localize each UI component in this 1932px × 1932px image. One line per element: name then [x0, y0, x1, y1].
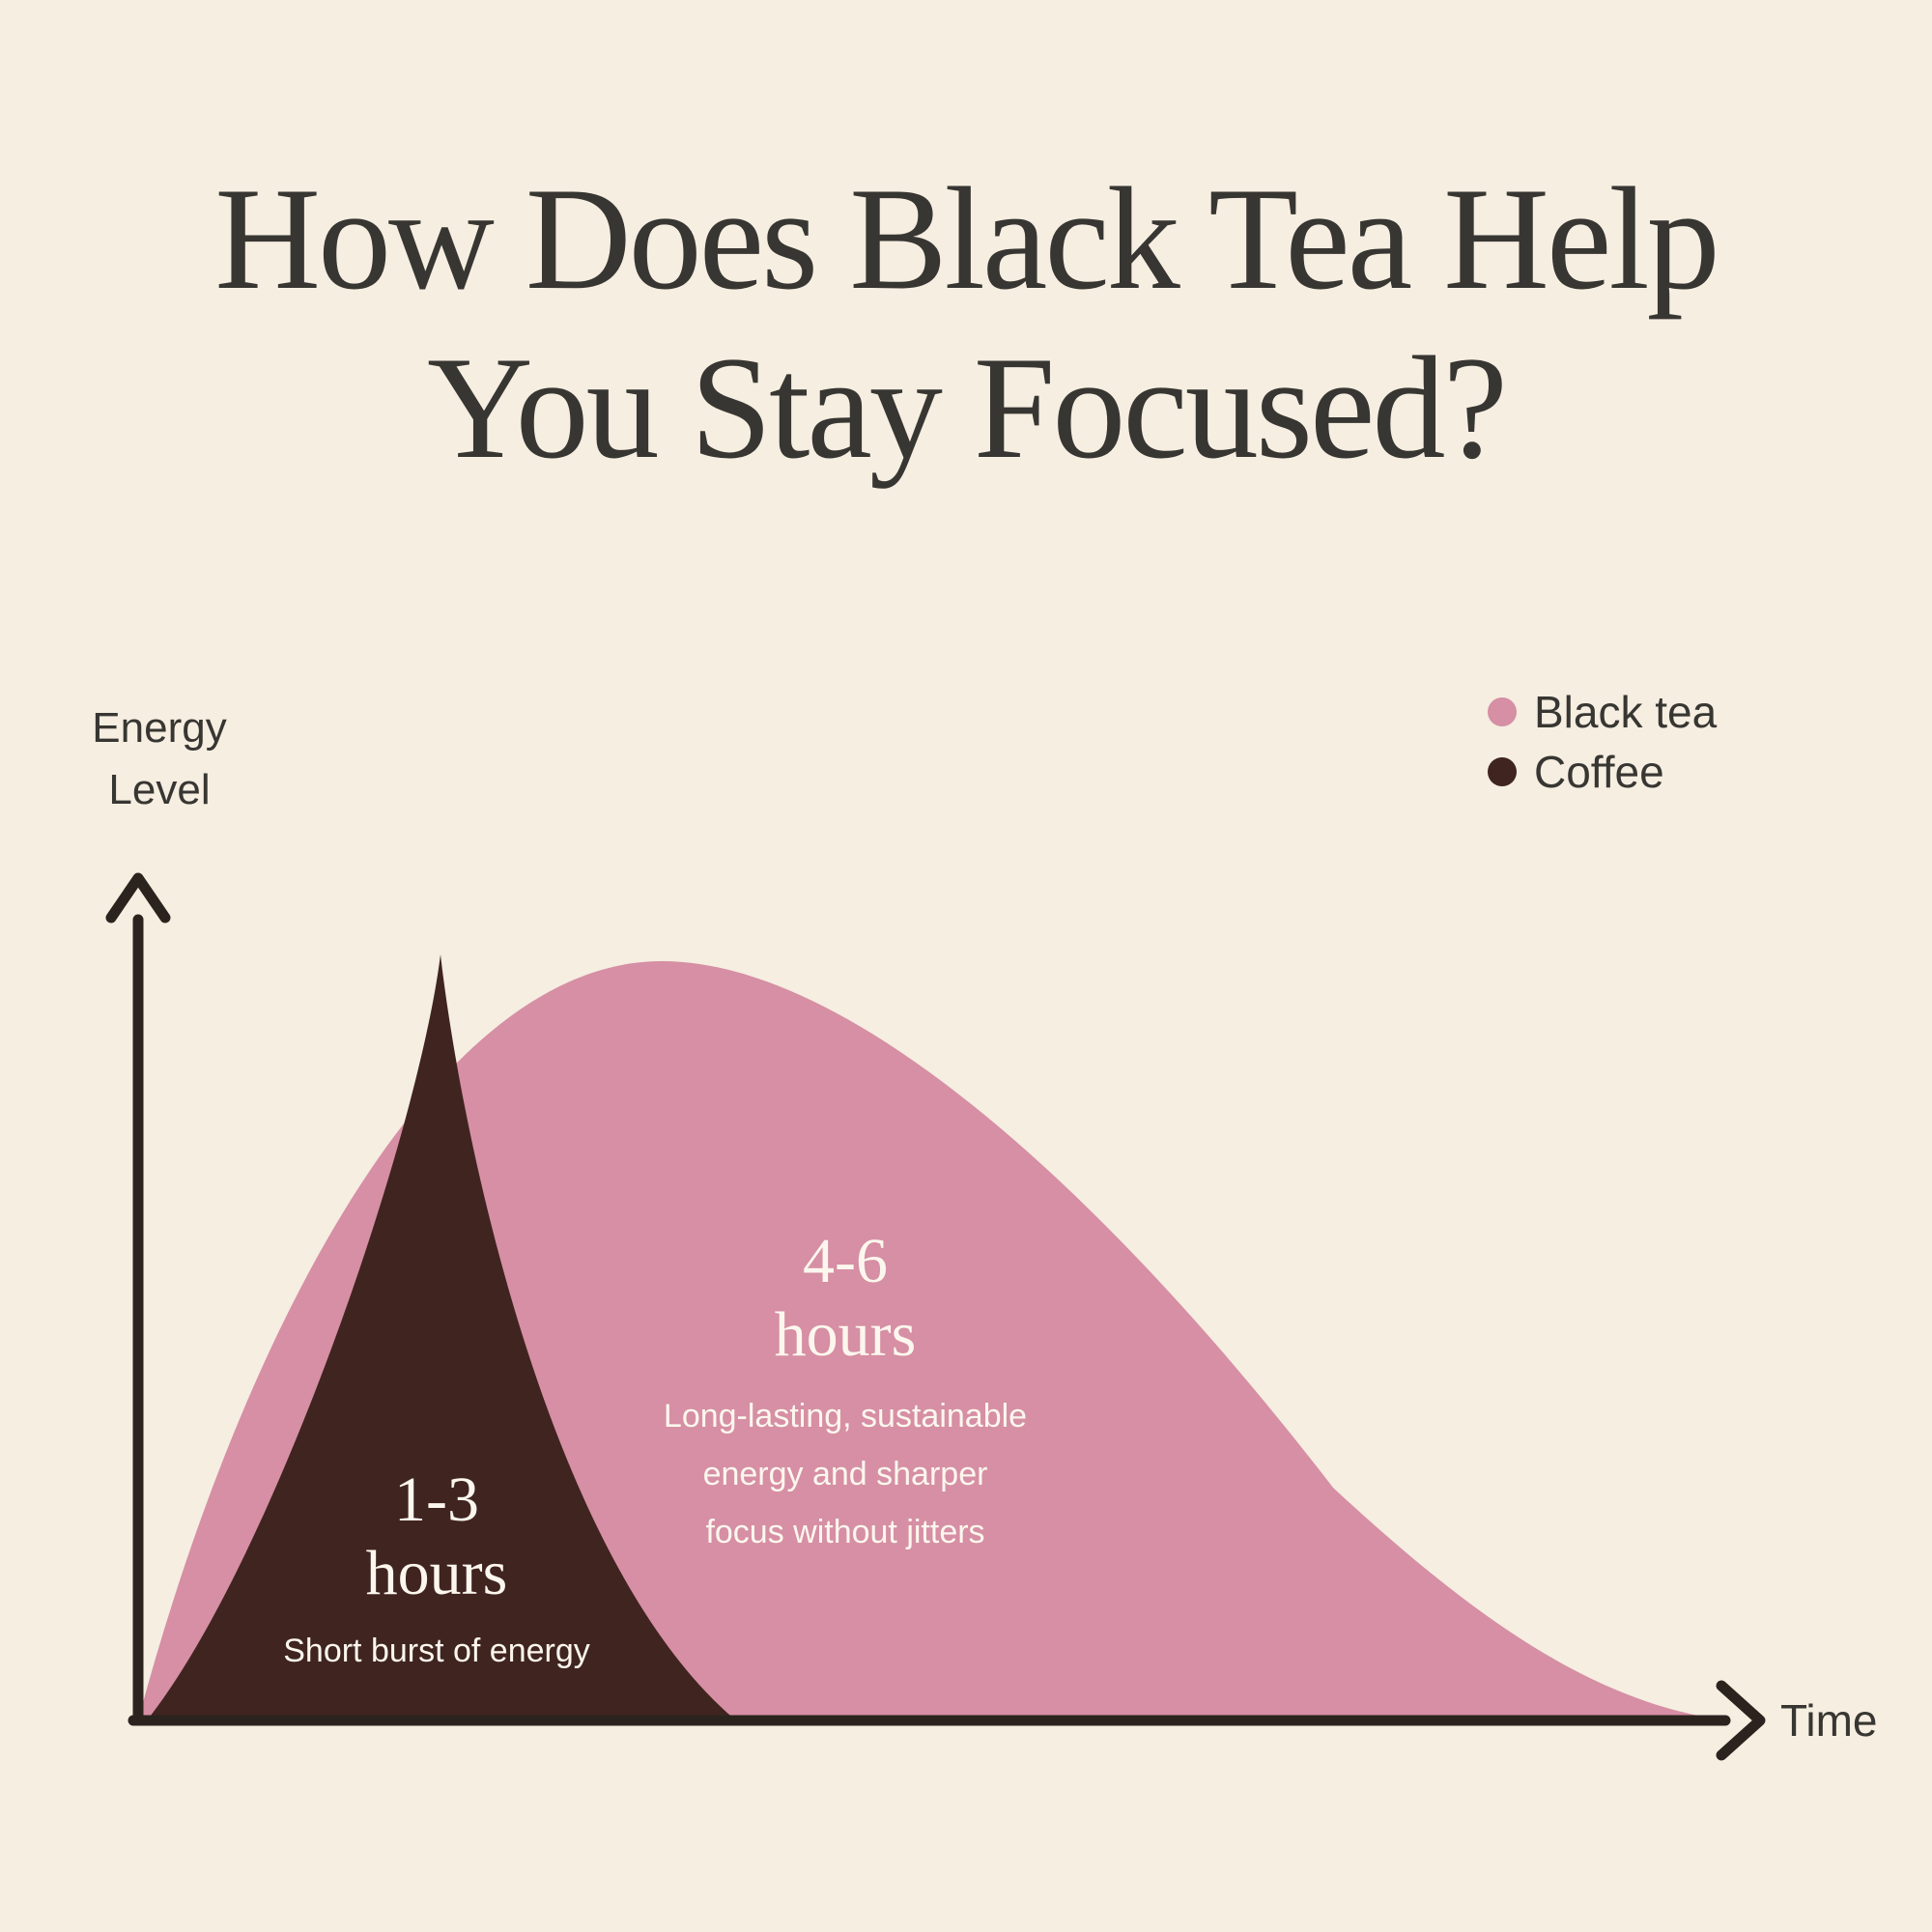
- legend-label-black-tea: Black tea: [1534, 687, 1718, 737]
- x-axis-arrow-icon: [1716, 1680, 1766, 1761]
- black-tea-description: Long-lasting, sustainable energy and sha…: [555, 1387, 1135, 1561]
- y-axis-label-line-2: Level: [108, 766, 211, 813]
- coffee-duration-line-2: hours: [365, 1538, 508, 1608]
- black-tea-swatch-icon: [1488, 697, 1517, 726]
- y-axis-label: Energy Level: [53, 697, 266, 821]
- legend-label-coffee: Coffee: [1534, 747, 1664, 797]
- legend-item-black-tea: Black tea: [1488, 682, 1717, 742]
- coffee-area: [147, 954, 736, 1720]
- black-tea-description-line-1: Long-lasting, sustainable: [663, 1398, 1028, 1435]
- legend-item-coffee: Coffee: [1488, 742, 1717, 802]
- page-title: How Does Black Tea Help You Stay Focused…: [0, 155, 1932, 493]
- coffee-swatch-icon: [1488, 757, 1517, 786]
- page-title-line-2: You Stay Focused?: [427, 327, 1508, 489]
- black-tea-description-line-3: focus without jitters: [705, 1514, 985, 1550]
- y-axis-arrow-icon: [105, 872, 171, 923]
- black-tea-duration-line-2: hours: [774, 1299, 917, 1370]
- black-tea-duration-line-1: 4-6: [803, 1226, 888, 1296]
- legend: Black tea Coffee: [1488, 682, 1717, 802]
- axes: [105, 872, 1766, 1761]
- page-title-line-1: How Does Black Tea Help: [214, 157, 1719, 320]
- black-tea-annotation: 4-6 hours Long-lasting, sustainable ener…: [555, 1225, 1135, 1561]
- x-axis-label: Time: [1780, 1695, 1878, 1746]
- coffee-description: Short burst of energy: [283, 1633, 590, 1669]
- black-tea-description-line-2: energy and sharper: [702, 1456, 988, 1492]
- y-axis-label-line-1: Energy: [92, 704, 227, 752]
- coffee-annotation: 1-3 hours Short burst of energy: [195, 1463, 678, 1680]
- coffee-duration-line-1: 1-3: [394, 1464, 479, 1535]
